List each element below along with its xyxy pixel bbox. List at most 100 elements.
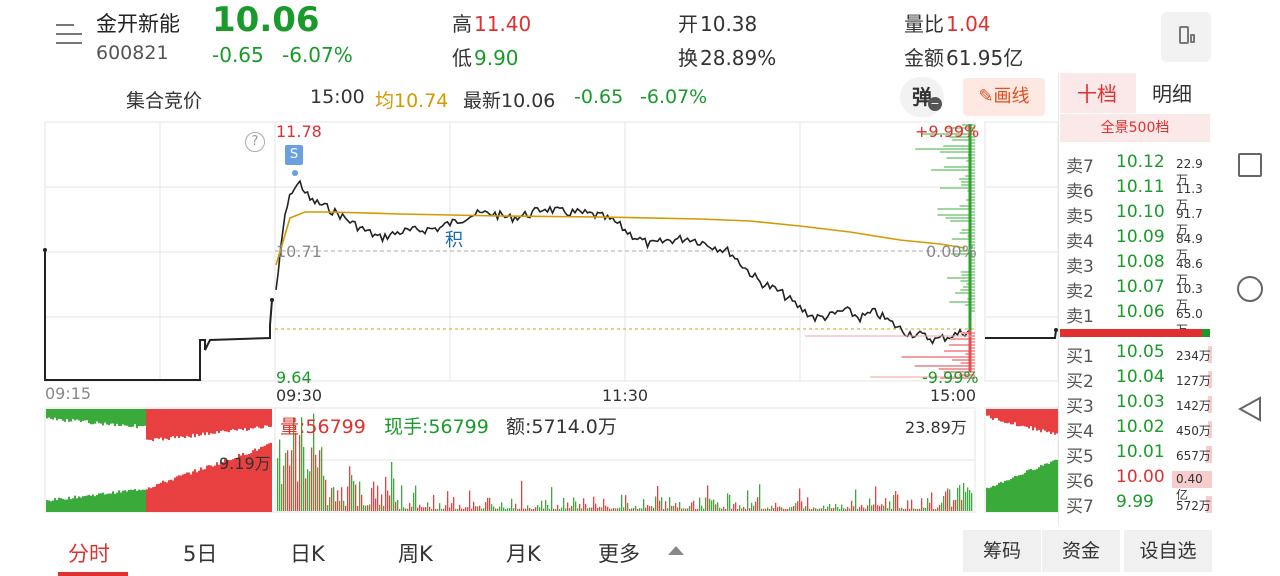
volume-bar bbox=[665, 501, 667, 511]
tab-detail[interactable]: 明细 bbox=[1152, 82, 1192, 106]
sell-row[interactable]: 卖5 10.10 91.7万 bbox=[1066, 202, 1212, 237]
tab-more[interactable]: 更多 bbox=[598, 542, 640, 566]
volume-bar bbox=[661, 497, 663, 511]
volume-bar bbox=[789, 507, 791, 511]
draw-line-button[interactable]: ✎画线 bbox=[963, 78, 1045, 116]
volume-bar bbox=[653, 507, 655, 511]
volume-bar bbox=[511, 498, 513, 511]
auction-vol-bar bbox=[110, 493, 112, 512]
sell-row[interactable]: 卖7 10.12 22.9万 bbox=[1066, 152, 1212, 187]
volume-bar bbox=[443, 508, 445, 511]
volume-bar bbox=[281, 484, 283, 511]
auction-volume-label: 9.19万 bbox=[219, 454, 271, 473]
auction-vol-bar bbox=[150, 488, 152, 512]
chevron-up-icon[interactable] bbox=[668, 546, 684, 555]
volume-bar bbox=[565, 508, 567, 511]
auction-vol-bar bbox=[250, 409, 252, 429]
volume-bar bbox=[1208, 396, 1212, 413]
auction-vol-bar bbox=[160, 409, 162, 438]
sell-signal-marker[interactable]: S bbox=[285, 145, 303, 165]
order-price: 10.01 bbox=[1116, 442, 1165, 462]
buy-row[interactable]: 买6 10.00 0.40亿 bbox=[1066, 467, 1212, 502]
back-icon[interactable] bbox=[1238, 396, 1262, 422]
auction-vol-bar bbox=[86, 495, 88, 512]
volume-bar bbox=[771, 505, 773, 511]
after-vol-bar bbox=[1032, 409, 1034, 431]
sell-row[interactable]: 卖6 10.11 11.3万 bbox=[1066, 177, 1212, 212]
sell-row[interactable]: 卖2 10.07 10.3万 bbox=[1066, 277, 1212, 312]
auction-vol-bar bbox=[60, 498, 62, 512]
tab-weekly-k[interactable]: 周K bbox=[398, 542, 433, 566]
funds-button[interactable]: 资金 bbox=[1042, 530, 1120, 572]
depth-bar bbox=[921, 133, 975, 135]
auction-vol-bar bbox=[214, 465, 216, 512]
auction-vol-bar bbox=[216, 409, 218, 432]
auction-vol-bar bbox=[208, 409, 210, 435]
volume-bar bbox=[395, 501, 397, 511]
after-vol-bar bbox=[1042, 465, 1044, 512]
buy-row[interactable]: 买5 10.01 657万 bbox=[1066, 442, 1212, 467]
auction-vol-bar bbox=[268, 443, 270, 512]
volume-bar bbox=[533, 508, 535, 511]
volume-bar bbox=[819, 508, 821, 511]
volume-bar bbox=[609, 508, 611, 511]
buy-row[interactable]: 买2 10.04 127万 bbox=[1066, 367, 1212, 392]
time-close-label: 15:00 bbox=[930, 386, 977, 405]
auction-vol-bar bbox=[134, 489, 136, 512]
volume-bar bbox=[545, 499, 547, 511]
volume-bar bbox=[559, 508, 561, 511]
volume-bar bbox=[455, 508, 457, 511]
volume-bar bbox=[607, 506, 609, 511]
tab-monthly-k[interactable]: 月K bbox=[506, 542, 541, 566]
volume-bar bbox=[495, 508, 497, 511]
accumulate-marker[interactable]: 积 bbox=[445, 230, 463, 251]
buy-row[interactable]: 买3 10.03 142万 bbox=[1066, 392, 1212, 417]
chips-button[interactable]: 筹码 bbox=[963, 530, 1041, 572]
tab-depth[interactable]: 十档 bbox=[1077, 82, 1117, 106]
after-vol-bar bbox=[990, 487, 992, 512]
depth-bar bbox=[970, 259, 975, 261]
volume-bar bbox=[569, 507, 571, 511]
auction-vol-bar bbox=[168, 480, 170, 512]
order-vol: 657万 bbox=[1176, 449, 1211, 463]
recents-icon[interactable] bbox=[1238, 153, 1262, 177]
device-toggle-button[interactable] bbox=[1161, 12, 1211, 62]
add-watchlist-button[interactable]: 设自选 bbox=[1124, 530, 1212, 572]
depth-bar bbox=[939, 151, 975, 153]
sell-row[interactable]: 卖4 10.09 84.9万 bbox=[1066, 227, 1212, 262]
full-depth-button[interactable]: 全景500档 bbox=[1060, 114, 1210, 142]
help-icon[interactable]: ? bbox=[245, 132, 265, 152]
volume-bar bbox=[747, 490, 749, 511]
tab-intraday[interactable]: 分时 bbox=[68, 542, 110, 566]
volume-bar bbox=[885, 498, 887, 511]
volume-bar bbox=[383, 505, 385, 511]
order-price: 10.09 bbox=[1116, 227, 1165, 247]
auction-vol-bar bbox=[256, 409, 258, 427]
volume-bar bbox=[729, 494, 731, 511]
auction-vol-bar bbox=[238, 409, 240, 429]
volume-bar bbox=[645, 507, 647, 511]
order-label: 买3 bbox=[1066, 397, 1094, 417]
buy-row[interactable]: 买7 9.99 572万 bbox=[1066, 492, 1212, 517]
auction-vol-bar bbox=[206, 409, 208, 433]
after-vol-bar bbox=[1008, 409, 1010, 423]
volume-bar bbox=[713, 499, 715, 511]
home-icon[interactable] bbox=[1237, 276, 1263, 302]
buy-row[interactable]: 买4 10.02 450万 bbox=[1066, 417, 1212, 442]
depth-bar bbox=[969, 268, 975, 270]
tab-daily-k[interactable]: 日K bbox=[290, 542, 325, 566]
buy-row[interactable]: 买1 10.05 234万 bbox=[1066, 342, 1212, 367]
depth-bar bbox=[943, 166, 975, 168]
auction-vol-bar bbox=[120, 492, 122, 512]
auction-vol-bar bbox=[226, 459, 228, 512]
tab-5day[interactable]: 5日 bbox=[183, 542, 218, 566]
volume-bar bbox=[881, 504, 883, 511]
after-vol-bar bbox=[1010, 479, 1012, 512]
volume-bar bbox=[301, 417, 303, 511]
minus-icon: − bbox=[928, 97, 942, 111]
volume-bar bbox=[515, 503, 517, 511]
auction-vol-bar bbox=[72, 498, 74, 512]
sell-row[interactable]: 卖3 10.08 48.6万 bbox=[1066, 252, 1212, 287]
volume-bar bbox=[337, 490, 339, 511]
menu-icon[interactable] bbox=[56, 24, 82, 46]
